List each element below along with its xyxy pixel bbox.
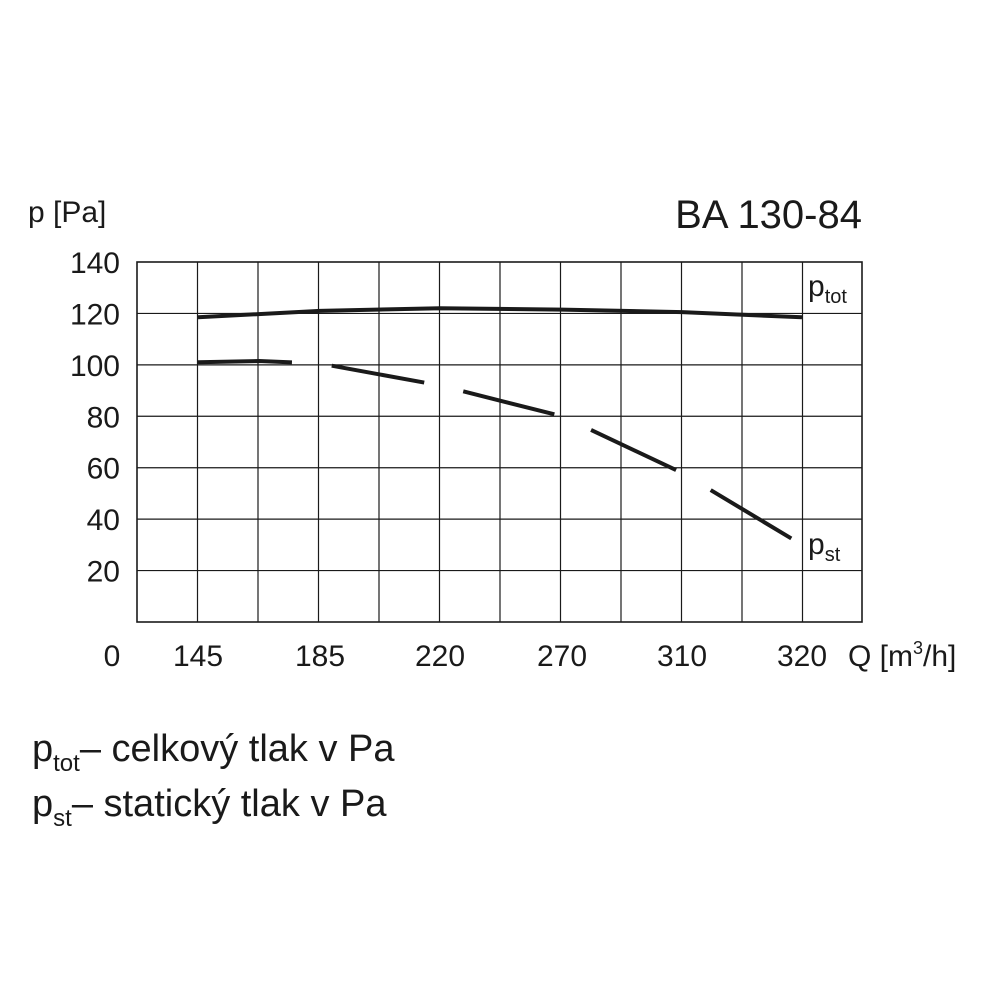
y-axis-ticks: 140 120 100 80 60 40 20 [70, 247, 120, 589]
x-tick-label: 0 [104, 640, 121, 673]
x-axis-ticks: 0 145 185 220 270 310 320 [104, 640, 827, 673]
series-label-p-st: pst [808, 528, 841, 566]
series-line-p-tot [197, 306, 803, 320]
y-tick-label: 100 [70, 350, 120, 383]
x-tick-label: 310 [657, 640, 707, 673]
y-axis-label: p [Pa] [28, 196, 106, 229]
chart-title: BA 130-84 [675, 193, 862, 237]
y-tick-label: 120 [70, 298, 120, 331]
x-tick-label: 220 [415, 640, 465, 673]
x-tick-label: 185 [295, 640, 345, 673]
series-label-p-tot: ptot [808, 270, 847, 308]
y-tick-label: 40 [87, 504, 120, 537]
x-tick-label: 320 [777, 640, 827, 673]
x-tick-label: 270 [537, 640, 587, 673]
y-tick-label: 20 [87, 556, 120, 589]
y-tick-label: 80 [87, 401, 120, 434]
legend-item-pst: pst– statický tlak v Pa [32, 783, 387, 832]
chart-series [197, 306, 804, 547]
pressure-chart: BA 130-84 p [Pa] 140 120 100 80 60 40 20 0 145 1… [28, 193, 956, 673]
x-tick-label: 145 [173, 640, 223, 673]
y-tick-label: 60 [87, 453, 120, 486]
y-tick-label: 140 [70, 247, 120, 280]
legend-item-ptot: ptot– celkový tlak v Pa [32, 728, 395, 777]
series-line-p-st [197, 358, 804, 547]
x-axis-label: Q [m3/h] [848, 638, 956, 673]
series-labels: ptot pst [808, 270, 847, 566]
